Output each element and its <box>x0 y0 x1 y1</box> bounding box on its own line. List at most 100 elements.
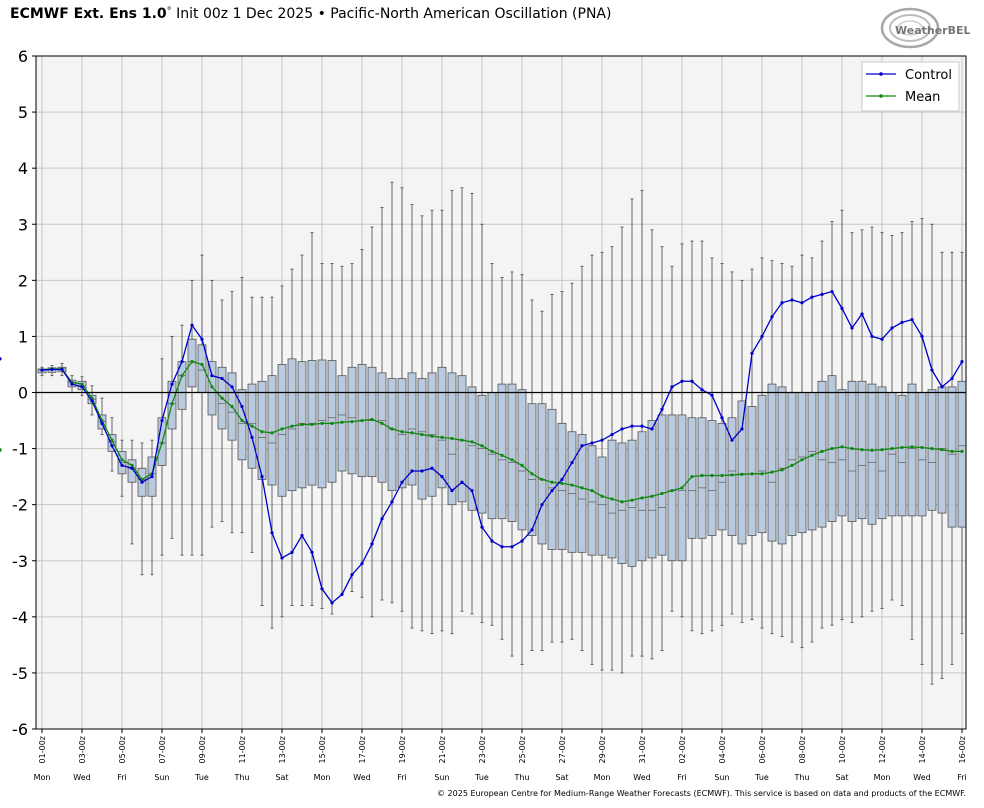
control-point <box>940 385 944 389</box>
mean-point <box>210 385 214 389</box>
mean-point <box>630 498 634 502</box>
control-point <box>60 367 64 372</box>
control-point <box>40 368 44 372</box>
mean-point <box>670 489 674 493</box>
ensemble-box <box>237 389 247 461</box>
mean-point <box>720 473 724 478</box>
x-day-label: Tue <box>194 773 209 782</box>
x-day-label: Thu <box>513 773 529 782</box>
x-tick-label: 19-00z <box>398 736 407 763</box>
control-point <box>300 533 304 538</box>
mean-point <box>560 481 564 485</box>
mean-point <box>430 434 434 438</box>
mean-point <box>280 427 284 431</box>
x-tick-label: 01-00z <box>38 736 47 763</box>
control-point <box>960 360 964 364</box>
control-point <box>530 528 534 532</box>
mean-point <box>320 421 324 425</box>
axes: 6 5 4 3 2 1 0 -1 -2 -3 -4 -5 -6 01-00z Mon 03-00z Wed 05-… <box>12 47 967 782</box>
x-tick-label: 02-00z <box>678 736 687 763</box>
control-point <box>110 444 114 448</box>
ensemble-box <box>547 408 557 550</box>
control-point <box>280 556 284 560</box>
x-day-label: Wed <box>633 773 650 782</box>
mean-point <box>190 360 194 364</box>
x-tick-label: 27-00z <box>558 736 567 763</box>
y-tick-label: 3 <box>18 215 28 234</box>
control-point <box>550 489 554 493</box>
ensemble-box <box>947 386 957 528</box>
control-point <box>150 475 154 479</box>
control-point <box>810 295 814 299</box>
control-point <box>310 550 314 554</box>
mean-point <box>520 463 524 468</box>
mean-point <box>360 418 364 423</box>
control-point <box>870 334 874 339</box>
control-point <box>320 587 324 591</box>
x-tick-label: 25-00z <box>518 736 527 763</box>
ensemble-box <box>847 380 857 522</box>
mean-point <box>120 458 124 462</box>
control-point <box>470 489 474 493</box>
mean-point <box>840 445 844 449</box>
ensemble-box <box>587 445 597 556</box>
mean-point <box>930 446 934 451</box>
control-point <box>340 592 344 597</box>
control-point <box>800 301 804 305</box>
ensemble-box <box>557 422 567 550</box>
ensemble-box <box>197 344 207 393</box>
mean-point <box>220 396 224 400</box>
control-point <box>900 320 904 324</box>
mean-point <box>450 436 454 441</box>
control-point <box>70 382 74 386</box>
control-point <box>750 351 754 355</box>
y-tick-label: 1 <box>18 327 28 346</box>
y-tick-label: 5 <box>18 103 28 122</box>
ensemble-box <box>487 392 497 520</box>
weatherbell-logo: WeatherBELL <box>880 6 978 50</box>
x-day-label: Tue <box>754 773 769 782</box>
mean-point <box>260 430 264 434</box>
control-point <box>80 385 84 389</box>
mean-point <box>290 424 294 428</box>
ensemble-box <box>867 383 877 525</box>
x-day-label: Thu <box>793 773 809 782</box>
control-point <box>890 326 894 330</box>
mean-point <box>700 473 704 478</box>
ensemble-box <box>747 406 757 536</box>
mean-point <box>370 417 374 422</box>
x-tick-label: 06-00z <box>758 736 767 763</box>
ensemble-box <box>957 380 967 528</box>
control-point <box>840 306 844 310</box>
ensemble-box <box>667 414 677 562</box>
mean-point <box>570 483 574 487</box>
x-tick-label: 08-00z <box>798 736 807 763</box>
ensemble-box <box>537 403 547 545</box>
control-point <box>620 427 624 431</box>
legend: Control Mean <box>861 61 960 112</box>
control-point <box>480 525 484 529</box>
ensemble-box <box>597 456 607 556</box>
mean-point <box>760 472 764 476</box>
ensemble-box <box>807 392 817 531</box>
mean-point <box>410 431 414 435</box>
series-lines <box>0 289 964 605</box>
control-point <box>660 407 664 411</box>
mean-point <box>650 494 654 498</box>
ensemble-box <box>657 414 667 556</box>
control-point <box>140 480 144 484</box>
mean-point <box>640 496 644 500</box>
control-point <box>930 368 934 372</box>
control-point <box>790 298 794 302</box>
x-tick-label: 13-00z <box>278 736 287 763</box>
control-point <box>440 475 444 479</box>
mean-point <box>740 472 744 476</box>
x-day-label: Thu <box>233 773 249 782</box>
x-tick-label: 15-00z <box>318 736 327 763</box>
mean-point <box>250 424 254 428</box>
mean-point <box>870 448 874 452</box>
ensemble-box <box>307 360 317 486</box>
mean-point <box>510 458 514 462</box>
control-point <box>920 334 924 339</box>
mean-point <box>680 486 684 490</box>
